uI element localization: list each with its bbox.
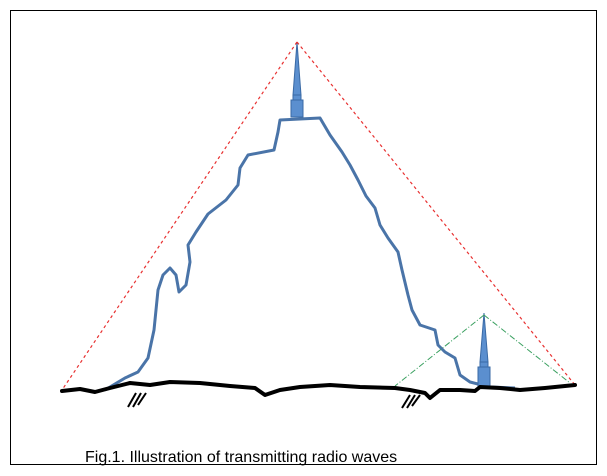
mountain [104,116,516,392]
signal-line [394,314,485,387]
frame [10,10,597,465]
tower-small [477,312,491,388]
signal-line [483,314,571,384]
ground-hatch [127,392,421,409]
tower-large [290,41,304,118]
caption: Fig.1. Illustration of transmitting radi… [85,449,397,466]
ground [60,380,577,400]
signal-line [61,41,298,391]
signal-line [296,41,576,386]
